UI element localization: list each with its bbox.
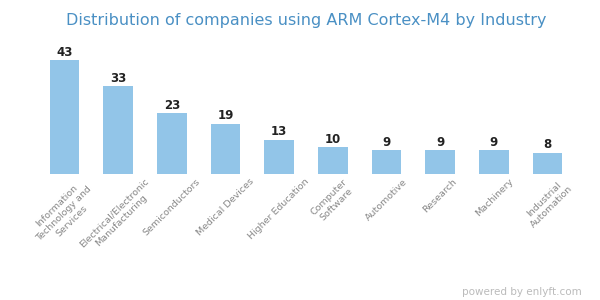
Text: 8: 8 (544, 138, 552, 152)
Text: 33: 33 (110, 72, 126, 85)
Text: 19: 19 (217, 109, 233, 122)
Text: 13: 13 (271, 125, 287, 138)
Text: 10: 10 (325, 133, 341, 146)
Bar (533, 153, 562, 174)
Bar (50, 60, 79, 174)
Bar (265, 140, 294, 174)
Text: powered by enlyft.com: powered by enlyft.com (462, 287, 582, 297)
Text: 23: 23 (164, 99, 180, 112)
Bar (211, 124, 240, 174)
Text: 9: 9 (436, 136, 445, 149)
Bar (479, 150, 509, 174)
Text: 9: 9 (490, 136, 498, 149)
Text: 9: 9 (382, 136, 391, 149)
Text: 43: 43 (56, 46, 73, 59)
Bar (318, 148, 347, 174)
Bar (103, 86, 133, 174)
Title: Distribution of companies using ARM Cortex-M4 by Industry: Distribution of companies using ARM Cort… (66, 13, 546, 28)
Bar (157, 113, 187, 174)
Bar (372, 150, 401, 174)
Bar (425, 150, 455, 174)
